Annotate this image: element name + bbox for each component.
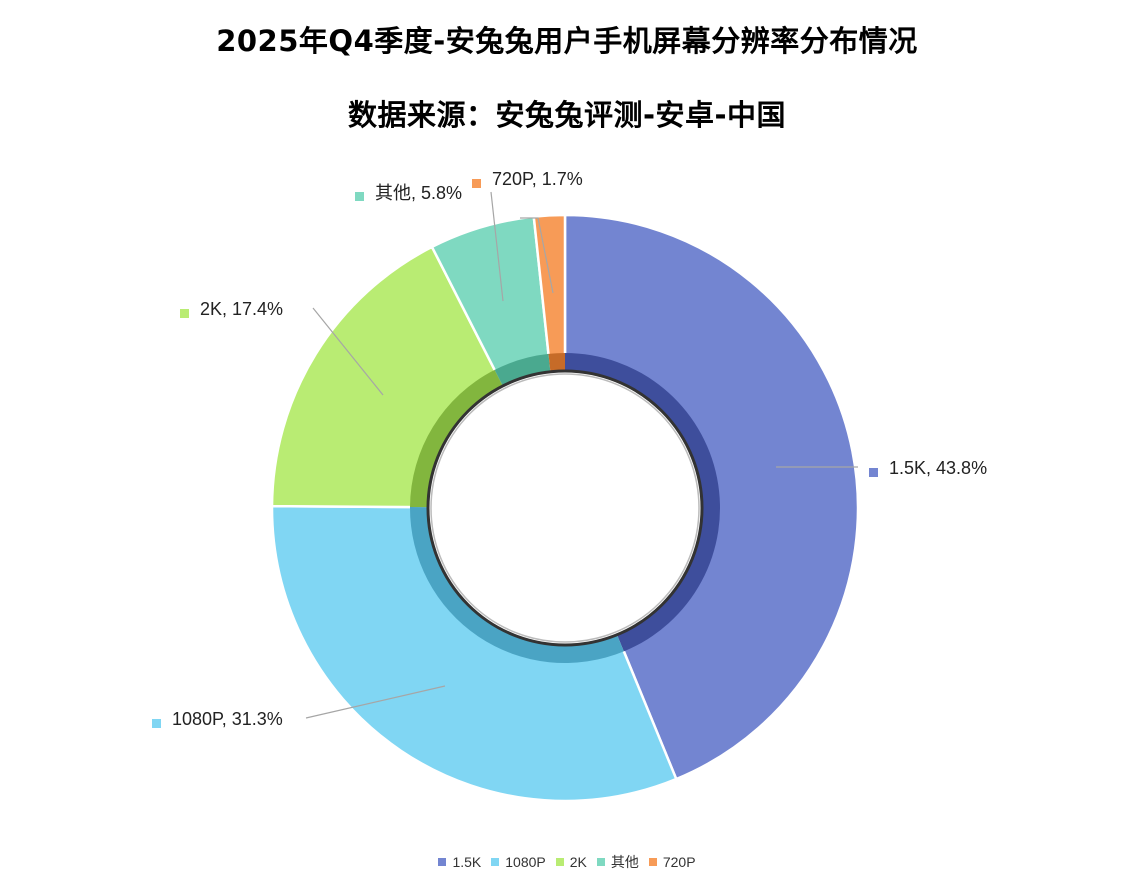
inner-ring-1-5k [565,353,720,652]
donut-hole-layer [426,369,704,647]
leader-line-other [490,191,504,302]
legend-item-720p: 720P [648,854,696,870]
label-swatch-1-5k [869,468,878,477]
legend-swatch-720p [648,858,657,866]
label-swatch-2k [180,309,189,318]
chart-legend: 1.5K 1080P 2K 其他 720P [0,852,1134,872]
legend-label-other: 其他 [610,854,639,870]
legend-item-1-5k: 1.5K [438,854,481,870]
legend-swatch-other [596,858,605,866]
legend-item-other: 其他 [596,852,639,872]
leader-line-2k [312,307,384,396]
legend-label-720p: 720P [662,854,696,870]
legend-label-1080p: 1080P [505,854,546,870]
chart-title: 2025年Q4季度-安兔兔用户手机屏幕分辨率分布情况 [216,24,918,58]
legend-label-2k: 2K [569,854,587,870]
label-swatch-other [355,192,364,201]
data-label-other: 其他, 5.8% [375,183,462,203]
chart-subtitle: 数据来源：安兔兔评测-安卓-中国 [347,98,787,132]
label-swatch-1080p [152,719,161,728]
leader-line-720p [520,217,554,294]
data-label-1-5k: 1.5K, 43.8% [889,458,987,478]
inner-ring-720p [548,353,565,372]
donut-hole [426,369,704,647]
leader-lines-layer [305,191,858,719]
data-label-1080p: 1080P, 31.3% [172,709,283,729]
inner-ring-other [494,353,551,386]
data-labels-layer: 1.5K, 43.8% 1080P, 31.3% 2K, 17.4% 其他, 5.8%… [152,169,987,729]
data-label-2k: 2K, 17.4% [200,299,283,319]
inner-ring-1080p [410,507,624,663]
legend-label-1-5k: 1.5K [452,854,482,870]
legend-swatch-2k [555,858,564,866]
legend-item-2k: 2K [555,854,587,870]
inner-ring-2k [410,369,503,508]
data-label-720p: 720P, 1.7% [492,169,583,189]
legend-swatch-1080p [491,858,500,866]
inner-shadow-layer [410,353,720,663]
donut-hole-rim [430,373,700,643]
legend-swatch-1-5k [438,858,447,866]
legend-item-1080p: 1080P [491,854,546,870]
leader-line-1080p [305,685,446,719]
label-swatch-720p [472,179,481,188]
